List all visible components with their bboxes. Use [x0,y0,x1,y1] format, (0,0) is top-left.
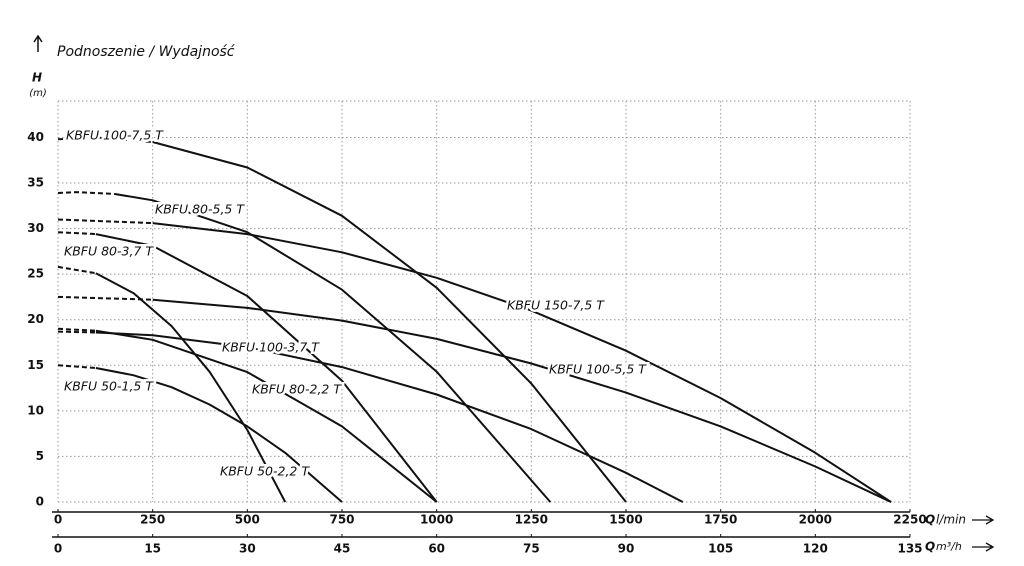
y-tick-label: 5 [36,449,44,463]
y-tick-label: 40 [27,130,44,144]
x2-tick-label: 0 [54,542,62,556]
x2-unit: m³/h [936,540,962,553]
x2-tick-label: 75 [523,542,540,556]
x-arrow [972,515,995,525]
y-tick-label: 10 [27,403,44,417]
curve-label: KBFU 100-7,5 T [66,128,164,143]
curve-label: KBFU 80-5,5 T [155,202,245,217]
x2-tick-label: 30 [239,542,256,556]
curve-label: KBFU 100-3,7 T [222,340,320,355]
curve [152,222,892,503]
curve-dashed [57,364,96,369]
curve-label: KBFU 80-2,2 T [252,382,342,397]
y-tick-label: 15 [27,358,44,372]
x-tick-label: 2250 [893,513,926,527]
chart-title: Podnoszenie / Wydajność [57,44,236,60]
y-tick-label: 0 [36,495,44,509]
curve [152,141,627,503]
x2-tick-label: 60 [428,542,445,556]
curve [152,298,892,503]
curve-label: KBFU 150-7,5 T [507,298,605,313]
x-tick-label: 0 [54,513,62,527]
x-tick-label: 1500 [609,513,642,527]
y-tick-label: 20 [27,312,44,326]
curve [95,331,684,503]
x-label: Q [925,513,935,527]
curve [95,367,343,503]
curve-label: KBFU 80-3,7 T [64,244,154,259]
y-tick-label: 35 [27,176,44,190]
curve-label: KBFU 100-5,5 T [549,362,647,377]
x-tick-label: 2000 [799,513,832,527]
y-arrow [33,34,43,52]
x2-label: Q [925,540,935,554]
curve-dashed [57,218,153,225]
curve-dashed [57,330,96,334]
curve [95,233,438,503]
curve [114,193,552,503]
x-tick-label: 1250 [515,513,548,527]
x-unit: l/min [936,513,966,527]
x2-tick-label: 15 [144,542,161,556]
x-tick-label: 1750 [704,513,737,527]
x2-tick-label: 105 [708,542,733,556]
x2-tick-label: 120 [803,542,828,556]
x2-arrow [972,542,995,552]
x2-tick-label: 45 [334,542,351,556]
curve-label: KBFU 50-1,5 T [64,379,154,394]
y-label: H [32,71,42,85]
x2-tick-label: 135 [897,542,922,556]
y-unit: (m) [29,88,47,99]
curve [95,329,438,503]
curve-dashed [57,265,97,275]
curve-dashed [57,191,115,195]
x-tick-label: 250 [140,513,165,527]
x2-tick-label: 90 [618,542,635,556]
curve [95,272,287,503]
curve-label: KBFU 50-2,2 T [220,464,310,479]
y-tick-label: 25 [27,267,44,281]
x-tick-label: 1000 [420,513,453,527]
x-tick-label: 750 [329,513,354,527]
y-tick-label: 30 [27,221,44,235]
curve-dashed [57,136,153,143]
curve-dashed [57,327,96,332]
curve-dashed [57,231,96,236]
x-tick-label: 500 [235,513,260,527]
